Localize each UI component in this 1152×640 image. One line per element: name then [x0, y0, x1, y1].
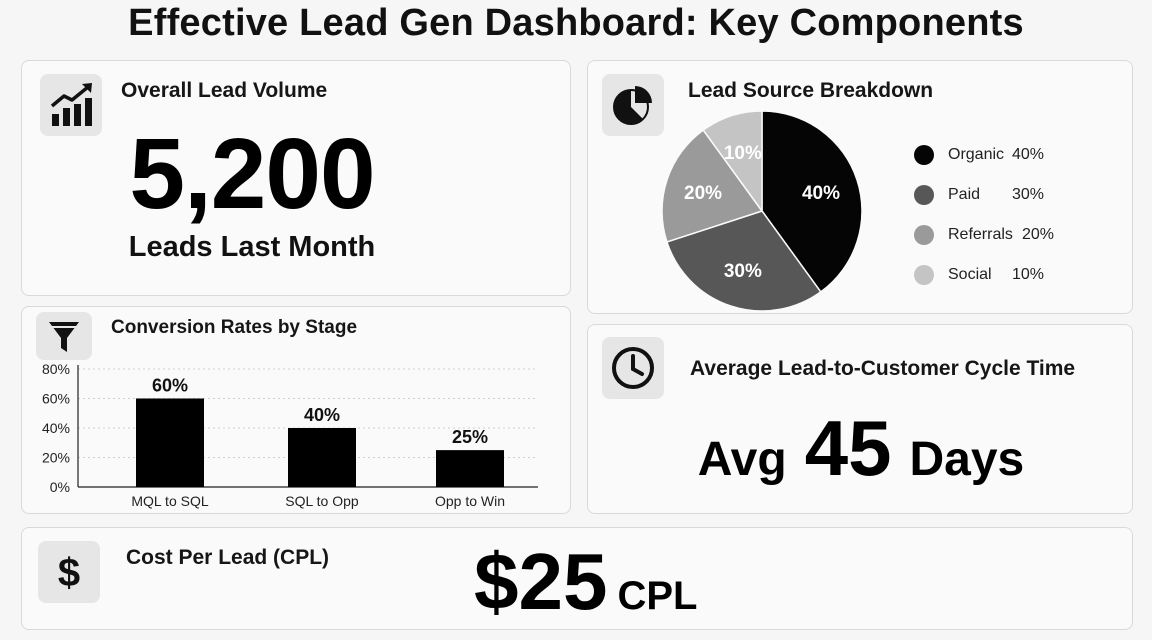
- legend-label: Referrals: [948, 226, 1013, 243]
- legend-label: Organic: [948, 146, 1005, 163]
- pie-slice-paid: [665, 210, 822, 312]
- bar-1: [136, 398, 204, 487]
- pie-label-social: 10%: [724, 143, 762, 164]
- page-title: Effective Lead Gen Dashboard: Key Compon…: [128, 2, 1024, 44]
- legend-swatch: [914, 185, 934, 205]
- y-tick-label: 20%: [42, 450, 70, 466]
- legend-value: 30%: [1012, 186, 1045, 203]
- lead-volume-title: Overall Lead Volume: [121, 79, 328, 102]
- dollar-icon: $: [38, 541, 100, 603]
- cycle-time-value: 45: [804, 404, 892, 492]
- legend-item-paid: Paid 30%: [914, 175, 1054, 215]
- lead-volume-subtitle: Leads Last Month: [128, 231, 376, 263]
- legend-value: 10%: [1012, 266, 1045, 283]
- legend-item-referrals: Referrals 20%: [914, 215, 1054, 255]
- cycle-time-title: Average Lead-to-Customer Cycle Time: [690, 357, 1076, 380]
- funnel-icon: [36, 312, 92, 360]
- legend-label: Paid: [948, 186, 981, 203]
- cycle-time-suffix: Days: [909, 433, 1025, 486]
- legend-label: Social: [948, 266, 992, 283]
- bar-value-label: 60%: [152, 376, 188, 396]
- cpl-unit: CPL: [617, 574, 698, 618]
- bar-2: [288, 428, 356, 487]
- pie-chart-icon: [602, 74, 664, 136]
- cycle-time-prefix: Avg: [697, 433, 787, 486]
- y-tick-label: 80%: [42, 361, 70, 377]
- x-tick-label: MQL to SQL: [131, 493, 209, 509]
- cpl-card: $ Cost Per Lead (CPL) $25 CPL: [21, 527, 1133, 630]
- y-tick-label: 0%: [50, 479, 70, 495]
- pie-label-paid: 30%: [724, 261, 762, 282]
- lead-volume-value: 5,200: [129, 118, 375, 230]
- legend-swatch: [914, 145, 934, 165]
- bar-3: [436, 450, 504, 487]
- conversion-title: Conversion Rates by Stage: [111, 317, 358, 338]
- cpl-value: $25: [474, 537, 608, 626]
- y-tick-label: 60%: [42, 391, 70, 407]
- cycle-time-card: Average Lead-to-Customer Cycle Time Avg 4…: [587, 324, 1133, 514]
- legend-item-organic: Organic 40%: [914, 135, 1054, 175]
- bar-value-label: 40%: [304, 405, 340, 425]
- svg-text:$: $: [58, 551, 80, 595]
- legend-swatch: [914, 225, 934, 245]
- legend-value: 20%: [1022, 226, 1055, 243]
- trending-chart-icon: [40, 74, 102, 136]
- lead-source-card: Lead Source Breakdown 40% 30% 20% 10% Organ…: [587, 60, 1133, 314]
- legend-swatch: [914, 265, 934, 285]
- lead-source-title: Lead Source Breakdown: [688, 79, 934, 102]
- lead-source-pie-chart: 40% 30% 20%10%: [661, 110, 863, 312]
- pie-label-referrals: 20%: [684, 183, 722, 204]
- conversion-bar-chart: 0% 20% 40% 60% 80% 60% MQL to SQL 40% SQL to Opp…: [42, 361, 538, 509]
- lead-source-legend: Organic 40% Paid 30% Referrals 20% Social 10%: [914, 135, 1054, 295]
- legend-item-social: Social 10%: [914, 255, 1054, 295]
- cpl-value-line: $25 CPL: [474, 536, 697, 628]
- legend-value: 40%: [1012, 146, 1045, 163]
- cpl-title: Cost Per Lead (CPL): [126, 546, 330, 569]
- pie-slice-organic: [761, 110, 863, 293]
- bar-value-label: 25%: [452, 427, 488, 447]
- pie-slice-referrals: [661, 129, 764, 243]
- pie-slice-social: [702, 110, 763, 214]
- clock-icon: [602, 337, 664, 399]
- conversion-card: Conversion Rates by Stage 0% 20% 40% 60% 80%…: [21, 306, 571, 514]
- cycle-time-value-line: Avg 45 Days: [588, 403, 1134, 494]
- lead-volume-card: Overall Lead Volume 5,200 Leads Last Mon…: [21, 60, 571, 296]
- x-tick-label: Opp to Win: [435, 493, 505, 509]
- pie-label-organic: 40%: [802, 183, 840, 204]
- x-tick-label: SQL to Opp: [285, 493, 359, 509]
- y-tick-label: 40%: [42, 420, 70, 436]
